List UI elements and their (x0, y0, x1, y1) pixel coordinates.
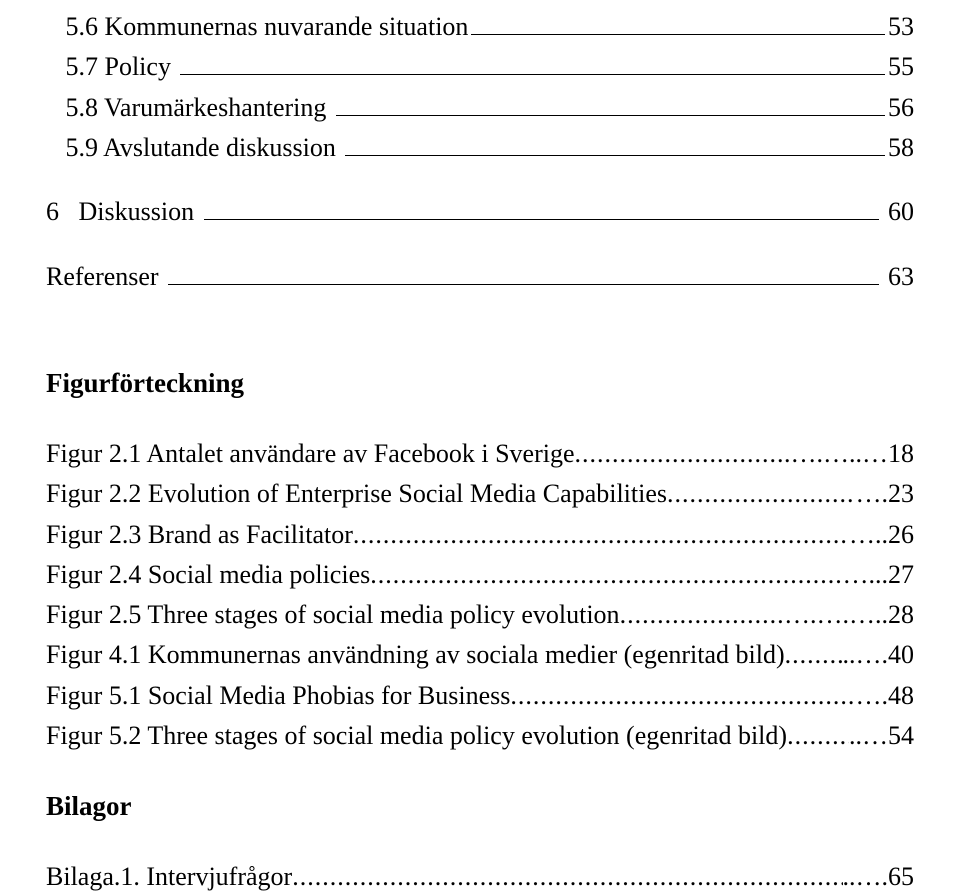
toc-leader (345, 155, 885, 156)
figure-trail: …..26 (849, 518, 914, 552)
figure-label: Figur 2.3 Brand as Facilitator (46, 518, 353, 552)
figure-list-title: Figurförteckning (46, 368, 914, 399)
figure-leader: ........................................… (575, 437, 784, 471)
toc-entry: 5.8 Varumärkeshantering 56 (46, 91, 914, 125)
toc-prefix (46, 91, 66, 125)
toc-leader (204, 219, 879, 220)
toc-entry: 5.9 Avslutande diskussion 58 (46, 131, 914, 165)
figure-trail: ..…54 (849, 719, 914, 753)
toc-prefix (46, 50, 66, 84)
figure-label: Figur 5.1 Social Media Phobias for Busin… (46, 679, 510, 713)
figure-trail: ….23 (856, 477, 915, 511)
toc-page: 56 (888, 91, 914, 125)
toc-label: 5.7 Policy (66, 50, 178, 84)
figure-entry: Figur 2.3 Brand as Facilitator .........… (46, 518, 914, 552)
toc-label: 5.6 Kommunernas nuvarande situation (66, 10, 469, 44)
bilaga-leader: ........................................… (292, 860, 842, 894)
spacer (46, 300, 914, 330)
figure-entry: Figur 5.1 Social Media Phobias for Busin… (46, 679, 914, 713)
bilaga-trail: ..….65 (843, 860, 915, 894)
toc-entry: 5.6 Kommunernas nuvarande situation 53 (46, 10, 914, 44)
toc-page: 60 (882, 195, 915, 229)
toc-leader (471, 34, 885, 35)
toc-prefix (46, 131, 66, 165)
figure-trail: ….….…..28 (784, 598, 914, 632)
figure-trail: .….…..…18 (784, 437, 914, 471)
toc-page: 58 (888, 131, 914, 165)
toc-page: 63 (882, 260, 915, 294)
toc-label: 5.9 Avslutande diskussion (66, 131, 343, 165)
toc-leader (180, 74, 885, 75)
figure-leader: ........................................… (620, 598, 784, 632)
toc-section: 5.6 Kommunernas nuvarande situation 53 5… (46, 10, 914, 294)
figure-list: Figur 2.1 Antalet användare av Facebook … (46, 437, 914, 754)
figure-label: Figur 2.2 Evolution of Enterprise Social… (46, 477, 667, 511)
figure-trail: ….48 (856, 679, 915, 713)
figure-entry: Figur 2.4 Social media policies ........… (46, 558, 914, 592)
figure-entry: Figur 2.2 Evolution of Enterprise Social… (46, 477, 914, 511)
figure-trail: …...27 (843, 558, 915, 592)
figure-trail: ..….40 (843, 638, 915, 672)
toc-entry: 5.7 Policy 55 (46, 50, 914, 84)
figure-label: Figur 2.4 Social media policies (46, 558, 370, 592)
figure-leader: ........................................… (353, 518, 849, 552)
figure-entry: Figur 5.2 Three stages of social media p… (46, 719, 914, 753)
figure-leader: ........................................… (787, 719, 849, 753)
figure-label: Figur 2.5 Three stages of social media p… (46, 598, 620, 632)
bilagor-title: Bilagor (46, 791, 914, 822)
bilaga-label: Bilaga.1. Intervjufrågor (46, 860, 292, 894)
figure-label: Figur 2.1 Antalet användare av Facebook … (46, 437, 575, 471)
figure-entry: Figur 2.1 Antalet användare av Facebook … (46, 437, 914, 471)
toc-entry: 6 Diskussion 60 (46, 195, 914, 229)
toc-page: 55 (888, 50, 914, 84)
figure-label: Figur 4.1 Kommunernas användning av soci… (46, 638, 785, 672)
figure-leader: ........................................… (667, 477, 855, 511)
figure-entry: Figur 4.1 Kommunernas användning av soci… (46, 638, 914, 672)
toc-entry: Referenser 63 (46, 260, 914, 294)
toc-prefix (46, 10, 66, 44)
toc-prefix: 6 (46, 195, 79, 229)
figure-entry: Figur 2.5 Three stages of social media p… (46, 598, 914, 632)
toc-leader (336, 115, 885, 116)
toc-label: Referenser (46, 260, 165, 294)
figure-leader: ........................................… (370, 558, 842, 592)
toc-page: 53 (888, 10, 914, 44)
figure-leader: ........................................… (785, 638, 843, 672)
toc-label: Diskussion (79, 195, 201, 229)
toc-label: 5.8 Varumärkeshantering (66, 91, 333, 125)
figure-label: Figur 5.2 Three stages of social media p… (46, 719, 787, 753)
toc-leader (168, 284, 878, 285)
bilaga-entry: Bilaga.1. Intervjufrågor ...............… (46, 860, 914, 894)
figure-leader: ........................................… (510, 679, 855, 713)
